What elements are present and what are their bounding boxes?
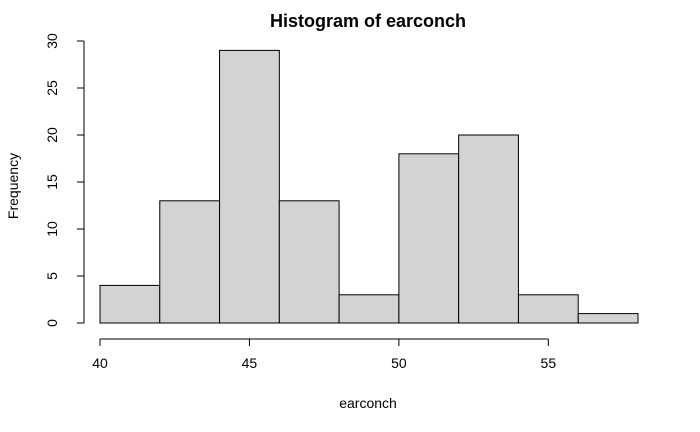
y-axis: 0 5 10 15 20 25 30 <box>44 33 85 327</box>
y-tick-label-0: 0 <box>44 319 60 327</box>
histogram-bar-1 <box>159 200 221 324</box>
y-tick-label-25: 25 <box>44 80 60 96</box>
histogram-bar-5 <box>398 153 460 324</box>
chart-title: Histogram of earconch <box>270 11 466 31</box>
x-axis-title: earconch <box>339 395 397 411</box>
x-tick-label-55: 55 <box>541 355 557 371</box>
x-tick-label-40: 40 <box>92 355 108 371</box>
x-tick-label-50: 50 <box>391 355 407 371</box>
histogram-bar-7 <box>517 294 579 324</box>
x-axis: 40 45 50 55 <box>92 338 557 371</box>
x-tick-label-45: 45 <box>242 355 258 371</box>
y-tick-label-5: 5 <box>44 272 60 280</box>
histogram-bar-2 <box>219 49 280 324</box>
histogram-bar-3 <box>278 200 340 324</box>
histogram-bar-6 <box>458 134 519 324</box>
histogram-bar-8 <box>577 313 639 324</box>
histogram-bar-0 <box>99 284 161 324</box>
bars-group <box>99 49 639 324</box>
y-axis-title: Frequency <box>5 153 21 219</box>
histogram-bar-4 <box>338 294 400 324</box>
y-tick-label-10: 10 <box>44 221 60 237</box>
y-tick-label-30: 30 <box>44 33 60 49</box>
y-tick-label-15: 15 <box>44 174 60 190</box>
y-tick-label-20: 20 <box>44 127 60 143</box>
